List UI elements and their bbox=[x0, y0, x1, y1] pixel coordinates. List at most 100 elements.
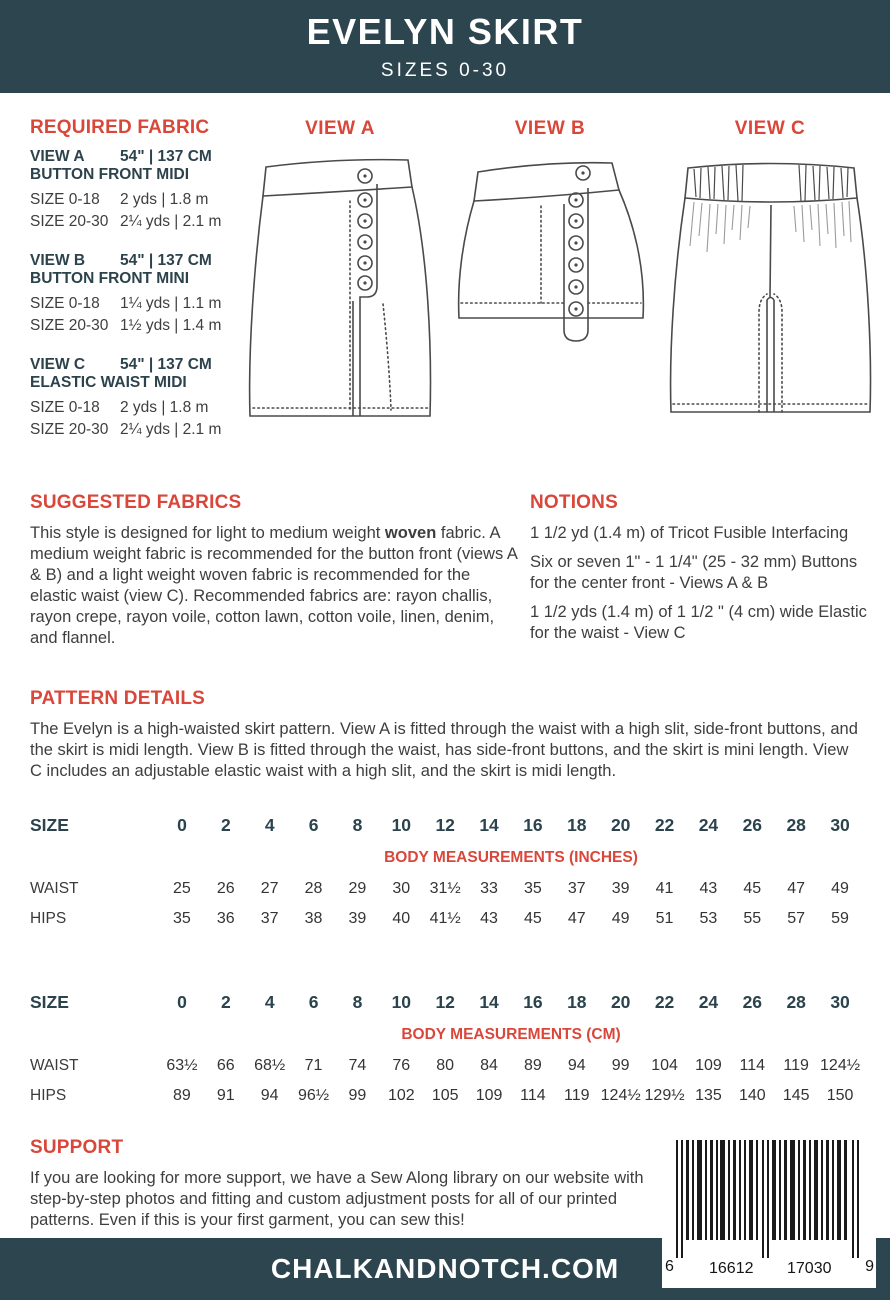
suggested-fabrics-text: This style is designed for light to medi… bbox=[30, 523, 517, 649]
waist-value: 41 bbox=[655, 880, 674, 897]
fabric-size-range: SIZE 20-30 bbox=[30, 421, 109, 438]
size-header-cell: 26 bbox=[742, 814, 763, 835]
hips-value: 39 bbox=[348, 910, 367, 927]
waist-value: 35 bbox=[524, 880, 542, 897]
view-c-illustration bbox=[658, 142, 883, 432]
notion-item: Six or seven 1" - 1 1/4" (25 - 32 mm) Bu… bbox=[530, 553, 858, 592]
suggested-text-bold: woven bbox=[384, 524, 437, 542]
hips-value: 89 bbox=[173, 1087, 191, 1104]
required-fabric-section: REQUIRED FABRIC VIEW A 54" | 137 CM BUTT… bbox=[30, 117, 230, 460]
fabric-row: SIZE 20-30 1½ yds | 1.4 m bbox=[30, 317, 230, 335]
subheader-row: BODY MEASUREMENTS (CM) bbox=[30, 1019, 862, 1051]
waist-value: 28 bbox=[304, 880, 323, 897]
fabric-view-name: ELASTIC WAIST MIDI bbox=[30, 374, 187, 391]
hips-value: 105 bbox=[431, 1087, 459, 1104]
fabric-view-label: VIEW B bbox=[30, 252, 86, 269]
size-chart-cm: SIZE 0 2 4 6 8 10 12 14 16 18 20 22 24 26 28 30 BODY ME… bbox=[30, 985, 862, 1111]
hips-value: 55 bbox=[743, 910, 762, 927]
size-header-cell: 12 bbox=[435, 814, 455, 835]
support-heading: SUPPORT bbox=[30, 1137, 124, 1158]
waist-value: 89 bbox=[524, 1057, 542, 1074]
hips-value: 45 bbox=[524, 910, 542, 927]
hips-value: 57 bbox=[787, 910, 806, 927]
waist-value: 31½ bbox=[429, 880, 461, 897]
size-header-cell: 4 bbox=[264, 814, 275, 835]
waist-value: 119 bbox=[783, 1057, 809, 1074]
size-header-cell: 16 bbox=[523, 991, 543, 1012]
size-header-cell: 14 bbox=[479, 814, 499, 835]
hips-value: 51 bbox=[655, 910, 674, 927]
waist-value: 33 bbox=[480, 880, 498, 897]
suggested-fabrics-section: SUGGESTED FABRICS This style is designed… bbox=[30, 492, 517, 649]
view-b-label: VIEW B bbox=[514, 118, 586, 139]
fabric-amount: 2¼ yds | 2.1 m bbox=[120, 421, 222, 438]
subheader-row: BODY MEASUREMENTS (INCHES) bbox=[30, 842, 862, 874]
size-header-cell: 0 bbox=[177, 814, 187, 835]
page-title: EVELYN SKIRT bbox=[306, 11, 584, 52]
barcode-digits-group2: 17030 bbox=[784, 1260, 835, 1278]
hips-value: 38 bbox=[304, 910, 323, 927]
size-header-cell: 0 bbox=[177, 991, 187, 1012]
measurement-unit-label: BODY MEASUREMENTS (CM) bbox=[401, 1026, 621, 1043]
barcode-digit-right: 9 bbox=[865, 1258, 874, 1275]
pattern-details-section: PATTERN DETAILS The Evelyn is a high-wai… bbox=[30, 688, 862, 782]
waist-value: 27 bbox=[260, 880, 279, 897]
size-header-cell: 20 bbox=[610, 814, 631, 835]
hips-value: 109 bbox=[475, 1087, 503, 1104]
fabric-amount: 1¼ yds | 1.1 m bbox=[120, 295, 222, 312]
fabric-width: 54" | 137 CM bbox=[120, 252, 212, 269]
fabric-view-label: VIEW A bbox=[30, 148, 85, 165]
fabric-size-range: SIZE 20-30 bbox=[30, 317, 109, 334]
size-header-row: SIZE 0 2 4 6 8 10 12 14 16 18 20 22 24 26 28 30 bbox=[30, 808, 862, 842]
fabric-size-range: SIZE 0-18 bbox=[30, 399, 100, 416]
hips-value: 35 bbox=[173, 910, 191, 927]
fabric-view-name: BUTTON FRONT MIDI bbox=[30, 166, 190, 183]
hips-value: 140 bbox=[738, 1087, 766, 1104]
size-header-cell: 18 bbox=[567, 991, 587, 1012]
hips-value: 96½ bbox=[297, 1087, 330, 1104]
waist-value: 66 bbox=[216, 1057, 235, 1074]
barcode-digit-left: 6 bbox=[665, 1258, 674, 1275]
waist-value: 104 bbox=[651, 1057, 678, 1074]
fabric-view-b: VIEW B 54" | 137 CM BUTTON FRONT MINI SI… bbox=[30, 252, 230, 335]
size-header-cell: 30 bbox=[830, 991, 850, 1012]
waist-value: 45 bbox=[743, 880, 762, 897]
size-header-cell: 16 bbox=[523, 814, 543, 835]
waist-value: 25 bbox=[173, 880, 191, 897]
fabric-row: SIZE 20-30 2¼ yds | 2.1 m bbox=[30, 421, 230, 439]
size-header-cell: 18 bbox=[567, 814, 587, 835]
size-header-cell: 10 bbox=[391, 991, 412, 1012]
size-header-cell: 2 bbox=[220, 991, 231, 1012]
size-header-cell: 6 bbox=[308, 991, 319, 1012]
hips-value: 41½ bbox=[429, 910, 461, 927]
size-header-cell: 22 bbox=[654, 991, 675, 1012]
waist-value: 109 bbox=[695, 1057, 722, 1074]
measurement-unit-label: BODY MEASUREMENTS (INCHES) bbox=[384, 849, 638, 866]
fabric-amount: 1½ yds | 1.4 m bbox=[120, 317, 222, 334]
fabric-view-a: VIEW A 54" | 137 CM BUTTON FRONT MIDI SI… bbox=[30, 148, 230, 231]
fabric-size-range: SIZE 20-30 bbox=[30, 213, 109, 230]
size-header-cell: 30 bbox=[830, 814, 850, 835]
hips-value: 135 bbox=[695, 1087, 722, 1104]
barcode-digits-group1: 16612 bbox=[706, 1260, 757, 1278]
fabric-amount: 2 yds | 1.8 m bbox=[120, 191, 209, 208]
fabric-size-range: SIZE 0-18 bbox=[30, 295, 100, 312]
row-label: HIPS bbox=[30, 1087, 67, 1104]
suggested-fabrics-heading: SUGGESTED FABRICS bbox=[30, 492, 242, 513]
fabric-amount: 2¼ yds | 2.1 m bbox=[120, 213, 222, 230]
header-band: EVELYN SKIRT SIZES 0-30 bbox=[0, 0, 890, 93]
pattern-details-heading: PATTERN DETAILS bbox=[30, 688, 206, 709]
hips-value: 59 bbox=[831, 910, 849, 927]
size-header-cell: 8 bbox=[352, 991, 363, 1012]
hips-row: HIPS 35 36 37 38 39 40 41½ 43 45 47 49 51 53 55 57 59 bbox=[30, 904, 862, 934]
required-fabric-heading: REQUIRED FABRIC bbox=[30, 117, 210, 138]
hips-value: 49 bbox=[611, 910, 630, 927]
pattern-details-text: The Evelyn is a high-waisted skirt patte… bbox=[30, 720, 858, 780]
size-header-cell: 2 bbox=[220, 814, 231, 835]
support-section: SUPPORT If you are looking for more supp… bbox=[30, 1137, 645, 1231]
waist-value: 74 bbox=[348, 1057, 367, 1074]
skirt-drawing-b bbox=[457, 161, 645, 342]
size-header-row: SIZE 0 2 4 6 8 10 12 14 16 18 20 22 24 26 28 30 bbox=[30, 985, 862, 1019]
waist-value: 26 bbox=[216, 880, 235, 897]
